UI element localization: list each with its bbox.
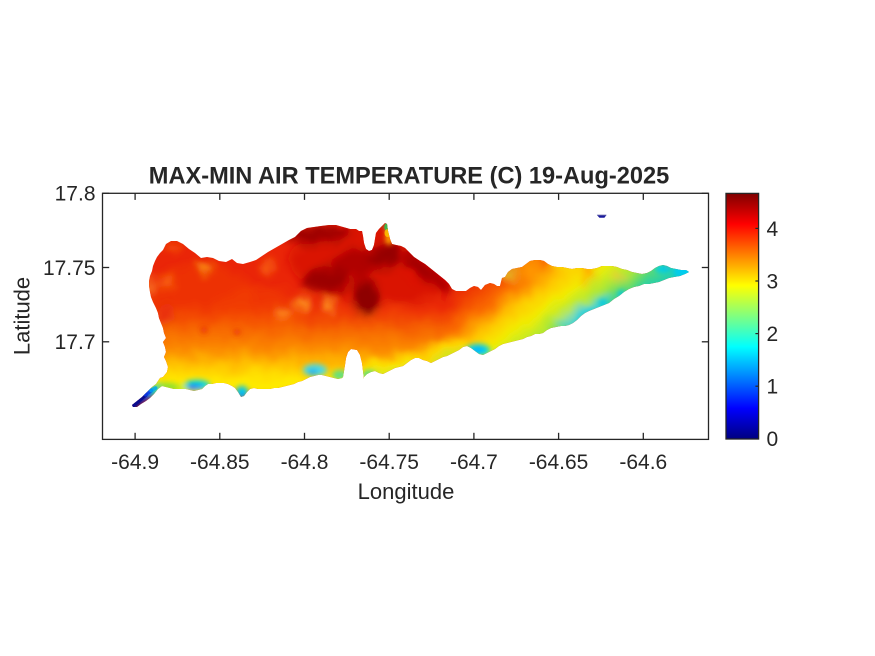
svg-text:-64.85: -64.85 xyxy=(190,451,250,474)
svg-text:-64.7: -64.7 xyxy=(450,451,498,474)
svg-text:-64.9: -64.9 xyxy=(111,451,159,474)
svg-text:2: 2 xyxy=(767,323,779,346)
svg-text:1: 1 xyxy=(767,376,779,399)
svg-text:MAX-MIN AIR TEMPERATURE (C) 19: MAX-MIN AIR TEMPERATURE (C) 19-Aug-2025 xyxy=(149,163,669,189)
svg-text:-64.8: -64.8 xyxy=(281,451,329,474)
svg-text:-64.6: -64.6 xyxy=(619,451,667,474)
svg-text:Longitude: Longitude xyxy=(358,479,455,504)
svg-text:-64.65: -64.65 xyxy=(529,451,589,474)
svg-text:17.8: 17.8 xyxy=(55,182,96,205)
svg-text:17.7: 17.7 xyxy=(55,331,96,354)
svg-text:17.75: 17.75 xyxy=(43,257,96,280)
svg-text:Latitude: Latitude xyxy=(10,277,35,355)
svg-text:3: 3 xyxy=(767,270,779,293)
svg-text:0: 0 xyxy=(767,428,779,451)
svg-text:4: 4 xyxy=(767,218,779,241)
svg-text:-64.75: -64.75 xyxy=(359,451,419,474)
